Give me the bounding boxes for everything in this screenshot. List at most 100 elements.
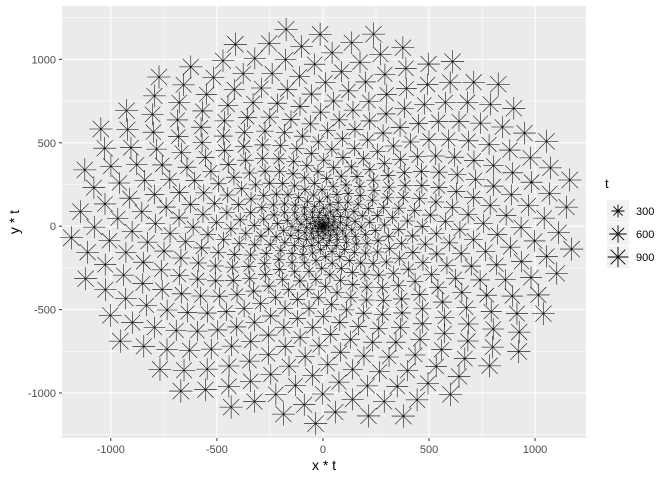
data-point xyxy=(480,301,502,323)
data-point xyxy=(214,111,235,131)
data-point xyxy=(215,231,232,248)
data-point xyxy=(259,325,278,345)
data-point xyxy=(307,247,318,259)
data-point xyxy=(210,175,227,193)
data-point xyxy=(559,237,584,261)
data-point xyxy=(321,240,331,250)
data-point xyxy=(422,207,439,224)
data-point xyxy=(483,155,504,176)
data-point xyxy=(361,237,373,250)
data-point xyxy=(527,283,550,307)
data-point xyxy=(202,66,225,89)
data-point xyxy=(151,260,172,280)
data-point xyxy=(359,247,372,260)
data-point xyxy=(338,81,359,101)
data-point xyxy=(362,162,378,177)
data-point xyxy=(365,193,379,207)
data-point xyxy=(396,360,419,382)
data-point xyxy=(382,229,396,243)
data-point xyxy=(156,338,178,361)
data-point xyxy=(121,311,144,334)
data-point xyxy=(148,357,172,381)
data-point xyxy=(262,176,277,191)
data-point xyxy=(507,320,531,344)
data-point xyxy=(276,300,294,317)
data-point xyxy=(289,207,300,218)
data-point xyxy=(539,156,562,180)
data-point xyxy=(376,104,396,124)
data-point xyxy=(325,219,332,226)
data-point xyxy=(338,301,355,318)
data-point xyxy=(191,286,211,306)
data-point xyxy=(355,304,373,322)
data-point xyxy=(239,370,262,392)
data-point xyxy=(339,244,350,255)
data-point xyxy=(176,232,195,251)
data-point xyxy=(371,234,385,248)
data-point xyxy=(319,251,331,263)
data-point xyxy=(473,213,493,234)
data-point xyxy=(350,238,362,250)
data-point xyxy=(390,277,407,294)
data-point xyxy=(500,236,521,258)
data-point xyxy=(257,256,272,271)
data-point xyxy=(247,218,261,232)
data-point xyxy=(219,155,237,173)
data-point xyxy=(374,124,392,142)
data-point xyxy=(333,235,342,244)
data-point xyxy=(394,236,409,251)
data-point xyxy=(441,50,465,74)
data-point xyxy=(293,191,305,203)
data-point xyxy=(496,205,517,226)
data-point xyxy=(145,213,166,234)
data-point xyxy=(322,226,328,233)
data-point xyxy=(303,146,319,162)
data-point xyxy=(310,255,322,267)
data-point xyxy=(366,173,381,188)
data-point xyxy=(134,170,155,191)
data-point xyxy=(241,258,257,274)
data-point xyxy=(132,273,154,294)
data-point xyxy=(430,178,448,197)
data-point xyxy=(289,310,306,327)
data-point xyxy=(349,51,371,74)
data-point xyxy=(376,155,393,172)
data-point xyxy=(310,290,326,306)
data-point xyxy=(315,244,326,255)
data-point xyxy=(502,96,526,120)
data-point xyxy=(93,136,117,160)
data-point xyxy=(94,278,117,301)
data-point xyxy=(373,305,391,323)
data-point xyxy=(315,262,328,275)
data-point xyxy=(382,241,397,256)
data-point xyxy=(357,404,381,428)
data-point xyxy=(363,332,383,352)
data-point xyxy=(464,188,483,207)
data-point xyxy=(380,168,396,184)
data-point xyxy=(156,299,178,321)
data-point xyxy=(211,49,235,72)
data-point xyxy=(392,250,408,266)
data-point xyxy=(447,182,466,201)
data-point xyxy=(272,218,284,230)
data-point xyxy=(290,97,310,116)
data-point xyxy=(275,272,290,287)
data-point xyxy=(189,254,208,272)
data-point xyxy=(208,214,225,231)
data-point xyxy=(326,231,334,239)
data-point xyxy=(406,273,424,290)
data-point xyxy=(269,187,283,201)
data-point xyxy=(338,226,347,236)
data-point xyxy=(257,188,271,203)
data-point xyxy=(367,183,381,198)
data-point xyxy=(350,169,364,184)
data-point xyxy=(133,252,154,273)
data-point xyxy=(321,219,328,226)
data-point xyxy=(400,261,417,278)
data-point xyxy=(416,372,440,395)
data-point xyxy=(243,390,266,413)
data-point xyxy=(325,227,332,234)
x-tick-label: 1000 xyxy=(523,444,547,456)
data-point xyxy=(311,102,330,122)
data-point xyxy=(275,318,293,337)
